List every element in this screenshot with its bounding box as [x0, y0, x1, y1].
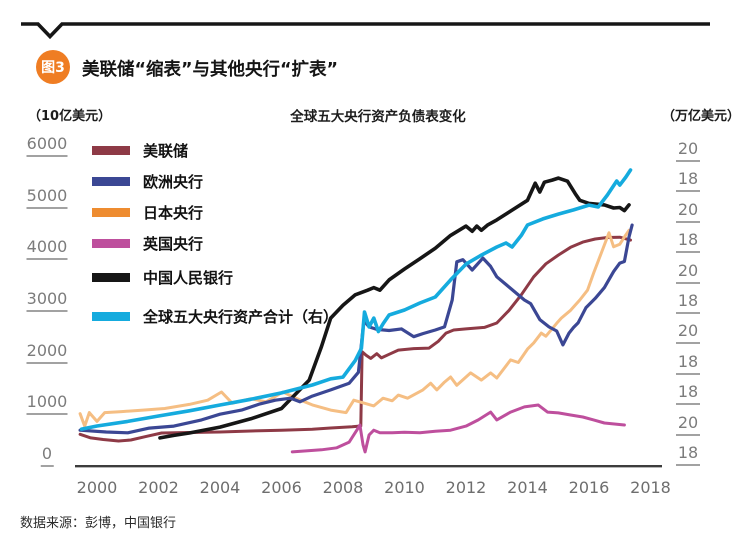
legend-swatch	[92, 311, 130, 321]
left-tick-label: 3000	[24, 290, 70, 312]
right-tick-label: 20	[672, 261, 704, 284]
legend-swatch	[92, 272, 130, 282]
series-line-4	[158, 176, 631, 440]
right-tick-label: 20	[672, 200, 704, 223]
left-axis-unit-label: （10亿美元）	[28, 109, 112, 124]
legend-swatch	[92, 238, 130, 248]
data-source-note: 数据来源：彭博，中国银行	[20, 516, 177, 531]
right-tick-label: 18	[672, 170, 704, 193]
legend-label: 美联储	[143, 141, 189, 160]
x-tick-label: 2018	[630, 478, 671, 497]
x-tick-label: 2006	[261, 478, 302, 497]
right-tick-label: 18	[672, 352, 704, 375]
figure-number-badge: 图3	[36, 50, 70, 84]
right-tick-label: 18	[672, 383, 704, 406]
left-tick-label: 0	[24, 445, 70, 467]
x-tick-label: 2014	[507, 478, 548, 497]
right-tick-label: 20	[672, 413, 704, 436]
figure-title: 美联储“缩表”与其他央行“扩表”	[82, 60, 339, 80]
left-tick-label: 2000	[24, 341, 70, 364]
legend-item: 美联储	[92, 140, 188, 160]
left-tick-label: 6000	[24, 135, 70, 157]
legend-label: 英国央行	[143, 234, 204, 253]
legend-label: 全球五大央行资产合计（右）	[143, 307, 339, 326]
left-tick-label: 1000	[24, 393, 70, 416]
chart-title: 全球五大央行资产负债表变化	[290, 109, 466, 125]
right-tick-label: 20	[672, 322, 704, 345]
series-line-5	[79, 168, 633, 431]
legend-label: 中国人民银行	[143, 268, 234, 287]
legend-item: 英国央行	[92, 233, 203, 253]
x-tick-label: 2008	[322, 478, 364, 497]
legend-swatch	[92, 145, 130, 155]
x-tick-label: 2016	[568, 478, 610, 497]
legend-swatch	[92, 176, 130, 186]
x-tick-label: 2004	[199, 478, 241, 497]
series-line-2	[78, 228, 631, 428]
right-tick-label: 18	[672, 444, 704, 466]
x-tick-label: 2010	[384, 478, 425, 497]
top-rule-notch	[21, 22, 710, 40]
legend-label: 日本央行	[143, 203, 204, 222]
legend-item: 中国人民银行	[92, 267, 233, 287]
x-tick-label: 2002	[138, 478, 179, 497]
right-tick-label: 18	[672, 292, 704, 314]
legend-swatch	[92, 207, 130, 217]
right-tick-label: 18	[672, 231, 704, 254]
legend-item: 欧洲央行	[92, 171, 203, 191]
x-tick-label: 2012	[445, 478, 487, 497]
legend-item: 全球五大央行资产合计（右）	[92, 306, 338, 326]
left-tick-label: 4000	[24, 238, 70, 261]
series-line-1	[78, 223, 634, 435]
x-tick-label: 2000	[76, 478, 118, 497]
series-line-3	[290, 403, 626, 454]
right-axis-unit-label: （万亿美元）	[661, 109, 740, 124]
legend-item: 日本央行	[92, 202, 203, 222]
left-tick-label: 5000	[24, 186, 70, 209]
right-tick-label: 20	[672, 140, 704, 162]
legend-label: 欧洲央行	[143, 172, 204, 191]
